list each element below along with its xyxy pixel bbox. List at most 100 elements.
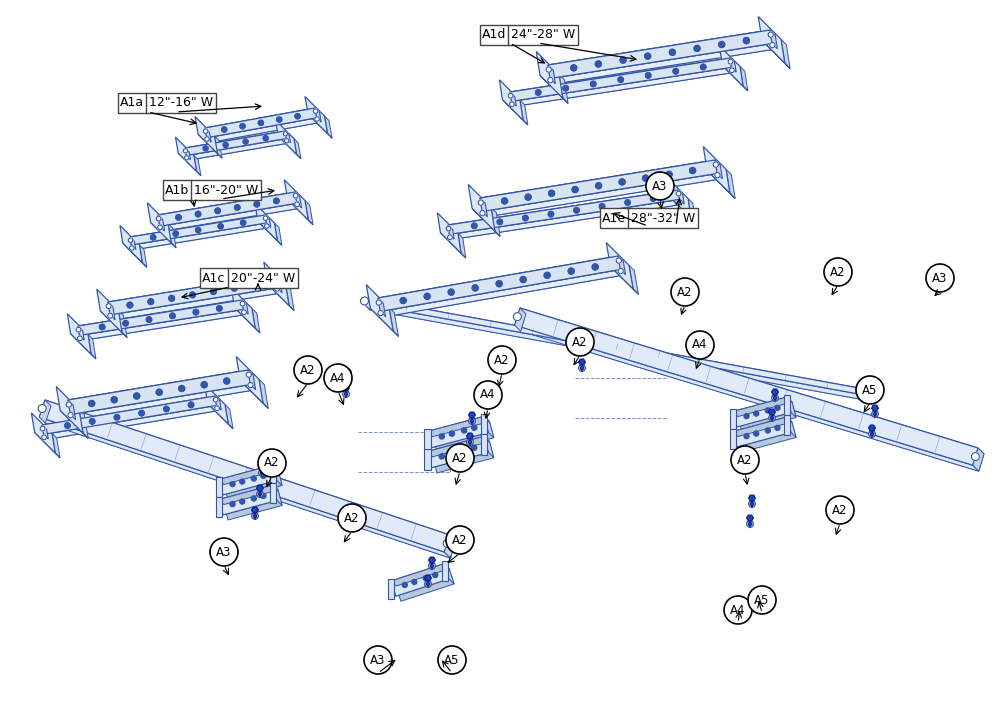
- Circle shape: [193, 309, 199, 315]
- Polygon shape: [67, 314, 91, 354]
- Circle shape: [673, 68, 678, 74]
- Bar: [730, 410, 736, 429]
- Circle shape: [156, 216, 161, 221]
- Circle shape: [496, 280, 502, 287]
- Polygon shape: [453, 195, 684, 239]
- Polygon shape: [70, 384, 256, 420]
- Circle shape: [201, 382, 207, 388]
- Circle shape: [673, 68, 678, 74]
- FancyBboxPatch shape: [163, 180, 261, 200]
- Circle shape: [713, 162, 718, 167]
- Circle shape: [215, 208, 220, 213]
- Circle shape: [496, 280, 502, 287]
- Circle shape: [599, 204, 605, 209]
- Circle shape: [971, 453, 979, 461]
- Text: A3: A3: [216, 546, 232, 559]
- Circle shape: [472, 285, 478, 291]
- Circle shape: [183, 149, 188, 153]
- Circle shape: [277, 117, 282, 122]
- Polygon shape: [520, 100, 528, 125]
- Polygon shape: [448, 190, 679, 234]
- Circle shape: [773, 397, 777, 399]
- Circle shape: [111, 397, 117, 403]
- Circle shape: [480, 211, 485, 216]
- FancyBboxPatch shape: [600, 208, 698, 228]
- Polygon shape: [215, 396, 221, 410]
- Circle shape: [544, 273, 550, 278]
- Polygon shape: [195, 117, 218, 154]
- Circle shape: [468, 441, 472, 443]
- Polygon shape: [185, 131, 286, 156]
- Circle shape: [158, 225, 162, 230]
- Circle shape: [106, 304, 111, 309]
- Polygon shape: [448, 225, 454, 239]
- Polygon shape: [68, 370, 250, 415]
- Circle shape: [724, 596, 752, 624]
- Circle shape: [472, 425, 477, 430]
- Polygon shape: [83, 305, 248, 340]
- Polygon shape: [185, 131, 286, 156]
- Circle shape: [195, 211, 201, 217]
- Circle shape: [446, 526, 474, 554]
- Polygon shape: [205, 108, 317, 138]
- Circle shape: [65, 423, 70, 428]
- Circle shape: [100, 324, 105, 329]
- Circle shape: [650, 196, 656, 201]
- Polygon shape: [52, 433, 60, 458]
- Circle shape: [179, 386, 185, 392]
- Circle shape: [616, 258, 621, 263]
- Circle shape: [775, 405, 780, 410]
- Circle shape: [211, 288, 216, 294]
- Text: A2: A2: [300, 363, 316, 376]
- Circle shape: [744, 433, 749, 438]
- Polygon shape: [240, 381, 268, 408]
- Circle shape: [731, 446, 759, 474]
- Circle shape: [196, 228, 201, 232]
- Circle shape: [429, 562, 435, 570]
- Polygon shape: [740, 66, 748, 91]
- Circle shape: [618, 268, 623, 274]
- Polygon shape: [678, 190, 684, 204]
- Circle shape: [595, 61, 601, 67]
- Circle shape: [549, 190, 555, 196]
- Polygon shape: [781, 40, 790, 68]
- Circle shape: [313, 109, 318, 113]
- Circle shape: [520, 277, 526, 283]
- Polygon shape: [257, 485, 263, 491]
- Circle shape: [294, 356, 322, 384]
- Polygon shape: [258, 221, 282, 245]
- Circle shape: [134, 393, 140, 399]
- Polygon shape: [396, 569, 454, 601]
- Polygon shape: [189, 136, 291, 160]
- Circle shape: [467, 438, 473, 446]
- Circle shape: [620, 57, 626, 63]
- Polygon shape: [39, 400, 450, 552]
- Polygon shape: [427, 436, 489, 468]
- Circle shape: [470, 419, 474, 423]
- Circle shape: [235, 205, 240, 210]
- Circle shape: [89, 401, 95, 407]
- Polygon shape: [511, 67, 736, 106]
- Circle shape: [344, 392, 348, 396]
- Polygon shape: [210, 112, 321, 142]
- Polygon shape: [285, 131, 291, 143]
- Polygon shape: [733, 397, 791, 427]
- Circle shape: [111, 397, 117, 403]
- Circle shape: [273, 277, 278, 282]
- Circle shape: [151, 235, 156, 240]
- Circle shape: [536, 90, 541, 95]
- Circle shape: [146, 317, 152, 322]
- Circle shape: [579, 365, 585, 371]
- Circle shape: [128, 238, 133, 242]
- Circle shape: [643, 175, 649, 181]
- Polygon shape: [225, 404, 233, 429]
- Polygon shape: [267, 284, 294, 311]
- Polygon shape: [484, 436, 494, 458]
- Polygon shape: [480, 160, 717, 211]
- Circle shape: [251, 476, 256, 481]
- Polygon shape: [491, 208, 500, 236]
- Polygon shape: [429, 557, 435, 563]
- Circle shape: [258, 120, 263, 125]
- Text: A2: A2: [452, 534, 468, 547]
- Circle shape: [223, 143, 228, 147]
